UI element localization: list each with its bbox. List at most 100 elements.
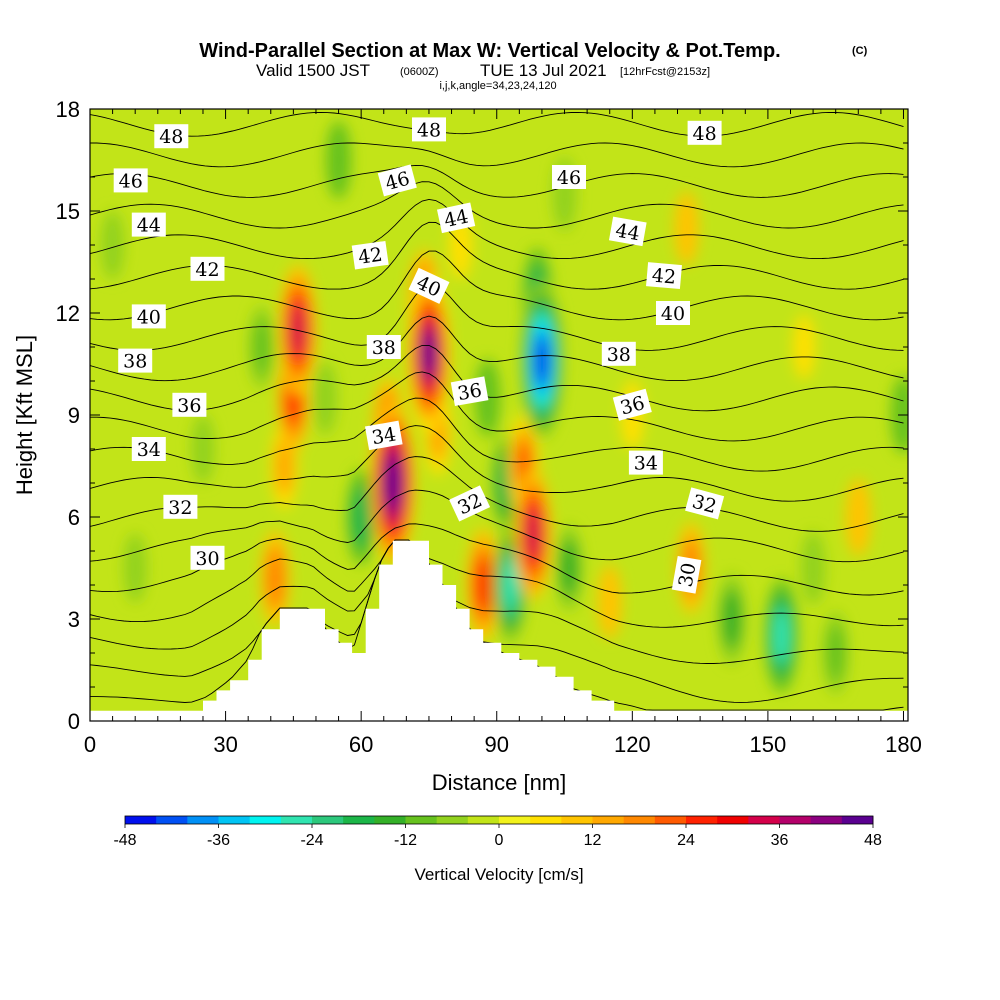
velocity-cell <box>793 314 816 380</box>
velocity-cell <box>422 331 436 377</box>
colorbar-swatch <box>280 816 313 824</box>
theta-label: 44 <box>436 202 476 234</box>
velocity-cell <box>265 546 285 611</box>
theta-label: 34 <box>131 437 166 461</box>
valid-time-prefix: Valid 1500 JST <box>256 61 370 80</box>
theta-label: 34 <box>364 420 403 451</box>
theta-label: 30 <box>190 545 225 570</box>
theta-contour <box>90 397 904 472</box>
theta-label: 48 <box>154 124 189 149</box>
colorbar-tick-label: -36 <box>207 832 230 849</box>
colorbar-swatch <box>654 816 687 824</box>
velocity-cell <box>827 625 845 681</box>
theta-label: 38 <box>601 341 636 366</box>
velocity-cell <box>326 121 352 199</box>
colorbar-swatch <box>686 816 718 824</box>
colorbar-swatch <box>499 816 531 824</box>
colorbar-tick-label: 24 <box>677 832 695 849</box>
theta-label: 40 <box>656 301 690 325</box>
svg-text:44: 44 <box>614 219 642 245</box>
theta-contour <box>90 489 904 563</box>
x-tick-label: 0 <box>84 732 96 757</box>
x-tick-label: 150 <box>750 732 787 757</box>
colorbar-swatch <box>374 816 406 824</box>
theta-label: 46 <box>113 168 148 193</box>
colorbar-swatch <box>841 816 874 824</box>
svg-text:30: 30 <box>675 561 701 589</box>
svg-text:34: 34 <box>370 423 398 449</box>
theta-label: 48 <box>412 117 446 142</box>
colorbar-tick-label: 36 <box>771 832 789 849</box>
theta-label: 32 <box>685 487 725 520</box>
theta-contour <box>90 523 904 596</box>
colorbar-swatch <box>343 816 375 824</box>
terrain-mask <box>90 540 908 721</box>
theta-label: 40 <box>131 304 166 329</box>
theta-contour <box>90 111 904 137</box>
y-tick-label: 15 <box>56 199 80 224</box>
velocity-cell <box>313 361 338 435</box>
velocity-cell <box>722 588 742 650</box>
colorbar-swatch <box>717 816 749 824</box>
velocity-cell <box>597 565 622 639</box>
colorbar-swatch <box>218 816 251 824</box>
colorbar-swatch <box>467 816 500 824</box>
velocity-cell <box>123 533 147 603</box>
theta-label: 42 <box>190 256 225 281</box>
svg-text:48: 48 <box>417 119 441 141</box>
svg-text:38: 38 <box>607 344 631 366</box>
theta-contour <box>90 344 904 412</box>
colorbar-swatch <box>405 816 438 824</box>
theta-label: 36 <box>450 376 489 406</box>
svg-text:48: 48 <box>693 123 717 145</box>
colorbar: -48 -36 -24 -12 0 12 24 36 48 <box>113 815 882 849</box>
velocity-cell <box>674 191 699 265</box>
theta-label: 44 <box>608 216 647 247</box>
velocity-cell <box>101 210 125 280</box>
colorbar-swatch <box>561 816 593 824</box>
svg-text:48: 48 <box>159 126 183 148</box>
theta-label: 36 <box>172 392 207 417</box>
colorbar-swatch <box>779 816 812 824</box>
section-params: i,j,k,angle=34,23,24,120 <box>439 80 556 92</box>
theta-contour <box>90 221 904 290</box>
theta-contour <box>90 142 904 168</box>
svg-text:44: 44 <box>442 206 470 233</box>
y-axis-label: Height [Kft MSL] <box>12 335 37 495</box>
svg-text:36: 36 <box>177 395 201 417</box>
svg-text:32: 32 <box>168 497 192 519</box>
velocity-cell <box>773 607 790 665</box>
theta-label: 42 <box>351 240 389 270</box>
x-axis-label: Distance [nm] <box>432 770 567 795</box>
colorbar-swatch <box>249 816 282 824</box>
colorbar-swatch <box>623 816 656 824</box>
colorbar-swatch <box>125 816 157 824</box>
x-axis: 0 30 60 90 120 150 180 <box>84 109 922 757</box>
svg-text:42: 42 <box>357 244 384 269</box>
valid-date: TUE 13 Jul 2021 <box>480 61 607 80</box>
velocity-cell <box>253 319 271 375</box>
colorbar-tick-label: 0 <box>495 832 504 849</box>
theta-contour <box>90 198 904 260</box>
velocity-cell <box>560 539 579 597</box>
colorbar-tick-label: -48 <box>113 832 136 849</box>
theta-label: 42 <box>646 262 682 290</box>
theta-label: 44 <box>131 212 166 237</box>
velocity-cell <box>503 561 518 609</box>
theta-contour <box>90 181 904 229</box>
velocity-cell <box>351 485 371 549</box>
x-tick-label: 120 <box>614 732 651 757</box>
velocity-cell <box>845 478 871 556</box>
y-tick-label: 0 <box>68 709 80 734</box>
svg-text:36: 36 <box>456 379 484 405</box>
svg-text:40: 40 <box>137 306 161 328</box>
forecast-info: [12hrFcst@2153z] <box>620 66 710 78</box>
theta-label: 34 <box>628 450 663 475</box>
theta-contour <box>90 315 904 382</box>
colorbar-tick-label: -24 <box>300 832 323 849</box>
velocity-cell <box>275 437 294 495</box>
theta-contour <box>90 539 904 628</box>
x-tick-label: 30 <box>213 732 237 757</box>
